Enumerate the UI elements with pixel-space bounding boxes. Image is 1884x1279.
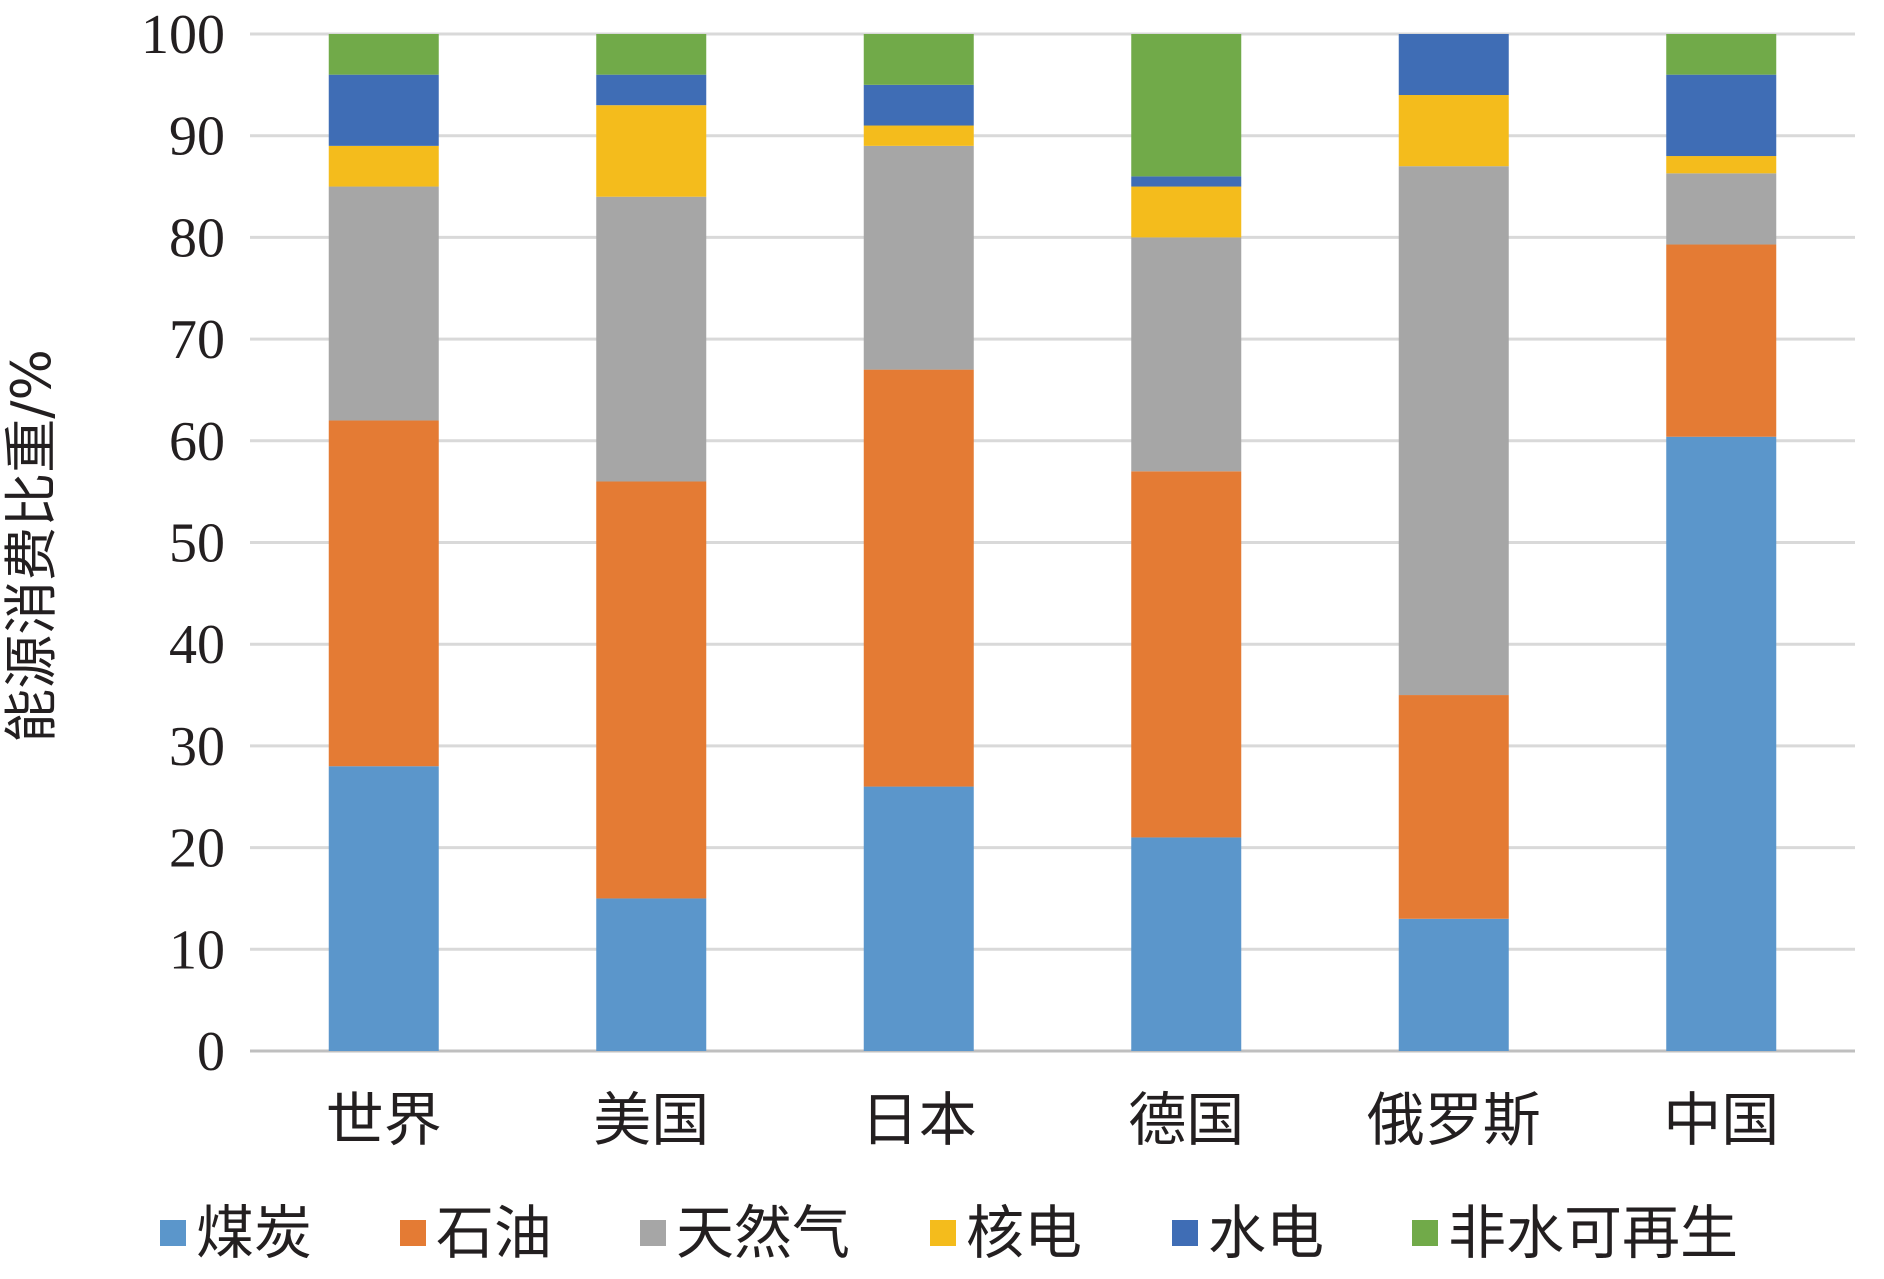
bars xyxy=(328,34,1777,1051)
y-tick-label: 10 xyxy=(169,919,225,981)
y-tick-label: 80 xyxy=(169,207,225,269)
y-tick-label: 70 xyxy=(169,309,225,371)
legend-item-label: 水电 xyxy=(1208,1199,1324,1267)
bar-segment xyxy=(596,898,707,1051)
bar-segment xyxy=(1131,186,1242,238)
bar-segment xyxy=(596,196,707,482)
y-tick-label: 20 xyxy=(169,818,225,880)
bar-segment xyxy=(1398,95,1509,167)
y-tick-label: 30 xyxy=(169,716,225,778)
bar-segment xyxy=(596,481,707,899)
legend-swatch xyxy=(1172,1220,1198,1246)
legend-item-label: 核电 xyxy=(966,1199,1082,1267)
bar-segment xyxy=(596,34,707,75)
bar-segment xyxy=(596,74,707,106)
legend-swatch xyxy=(1412,1220,1438,1246)
bar-segment xyxy=(1131,837,1242,1051)
legend-swatch xyxy=(400,1220,426,1246)
bar-segment xyxy=(1398,695,1509,919)
x-tick-label: 美国 xyxy=(593,1086,709,1154)
bar-segment xyxy=(1666,156,1777,174)
legend-item-label: 天然气 xyxy=(676,1199,850,1267)
bar-segment xyxy=(863,369,974,787)
bar-segment xyxy=(1398,918,1509,1051)
bar-segment xyxy=(1666,244,1777,437)
x-tick-label: 德国 xyxy=(1128,1086,1244,1154)
y-tick-label: 50 xyxy=(169,513,225,575)
legend-swatch xyxy=(930,1220,956,1246)
bar-segment xyxy=(863,145,974,370)
bar-segment xyxy=(1131,471,1242,838)
bar-segment xyxy=(328,74,439,146)
bar-segment xyxy=(328,420,439,767)
bar-segment xyxy=(1666,173,1777,245)
bar-segment xyxy=(1131,237,1242,472)
bar-segment xyxy=(1666,436,1777,1051)
bar-segment xyxy=(1131,176,1242,187)
bar-segment xyxy=(1398,34,1509,96)
y-tick-label: 100 xyxy=(141,4,225,66)
bar-segment xyxy=(863,786,974,1051)
legend-item-label: 石油 xyxy=(436,1199,552,1267)
y-tick-label: 0 xyxy=(197,1021,225,1083)
bar-segment xyxy=(1131,34,1242,177)
bar-segment xyxy=(1398,166,1509,696)
bar-segment xyxy=(863,84,974,126)
bar-segment xyxy=(863,125,974,146)
legend: 煤炭 石油 天然气 核电 水电 非水可再生 xyxy=(160,1199,1738,1267)
gridlines xyxy=(250,32,1855,1053)
bar-segment xyxy=(328,145,439,187)
x-tick-label: 俄罗斯 xyxy=(1367,1086,1541,1154)
x-tick-label: 世界 xyxy=(326,1086,442,1154)
bar-segment xyxy=(328,34,439,75)
legend-swatch xyxy=(640,1220,666,1246)
legend-swatch xyxy=(160,1220,186,1246)
bar-segment xyxy=(328,186,439,421)
y-tick-label: 40 xyxy=(169,614,225,676)
x-tick-label: 日本 xyxy=(861,1086,977,1154)
y-axis: 0 10 20 30 40 50 60 70 80 90 100 xyxy=(141,4,225,1083)
y-tick-label: 60 xyxy=(169,411,225,473)
bar-segment xyxy=(596,105,707,197)
legend-item-label: 煤炭 xyxy=(196,1199,312,1267)
x-axis: 世界 美国 日本 德国 俄罗斯 中国 xyxy=(326,1086,1780,1154)
y-axis-title: 能源消费比重/% xyxy=(0,349,63,743)
bar-segment xyxy=(863,34,974,85)
legend-item-label: 非水可再生 xyxy=(1448,1199,1738,1267)
y-tick-label: 90 xyxy=(169,106,225,168)
bar-segment xyxy=(1666,34,1777,75)
x-tick-label: 中国 xyxy=(1663,1086,1779,1154)
bar-segment xyxy=(328,766,439,1051)
bar-segment xyxy=(1666,74,1777,157)
